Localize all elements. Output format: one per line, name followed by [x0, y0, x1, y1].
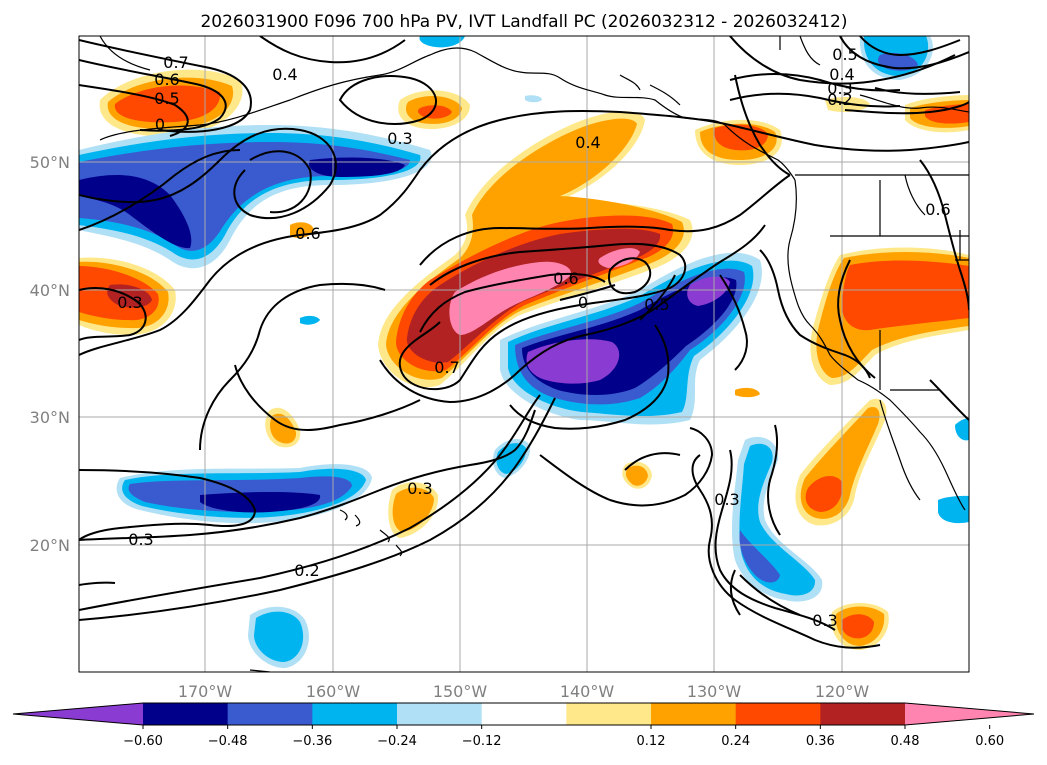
contour-label: 0.3 [407, 479, 432, 498]
warm-anomaly-se-hi [805, 476, 843, 512]
lat-tick-label: 20°N [30, 536, 70, 555]
map-frame [78, 35, 970, 673]
cold-anomaly-c2 [300, 315, 320, 325]
colorbar-tick-label: 0.60 [975, 734, 1004, 749]
cold-anomaly-central-max2 [687, 276, 730, 306]
contour-label: 0.7 [163, 53, 188, 72]
colorbar-segment [397, 703, 483, 725]
contour-label: 0.3 [812, 611, 837, 630]
colorbar-segment [481, 703, 567, 725]
contour-label: 0.3 [128, 530, 153, 549]
colorbar-extend-min [13, 703, 143, 725]
lon-tick-label: 150°W [433, 682, 488, 701]
contour-label: 0.7 [434, 358, 459, 377]
contour-label: 0.3 [827, 79, 852, 98]
colorbar-segment [566, 703, 652, 725]
colorbar-extend-max [905, 703, 1034, 725]
colorbar-tick-label: 0.36 [806, 734, 835, 749]
contour-labels: 0.7 0.6 0.5 0 0.4 0.3 0.6 0.4 0.6 0.7 0.… [117, 45, 950, 630]
contour-label: 0.4 [575, 133, 600, 152]
figure-title: 2026031900 F096 700 hPa PV, IVT Landfall… [200, 12, 847, 32]
cold-anomaly-nw-coast [419, 36, 465, 48]
colorbar-tick-label: −0.48 [208, 734, 248, 749]
contour-label: 0.3 [117, 293, 142, 312]
contour-label: 0.2 [827, 90, 852, 109]
contour-label: 0.6 [553, 269, 578, 288]
contour-label: 0.5 [644, 295, 669, 314]
contour-label: 0.4 [829, 65, 854, 84]
colorbar-tick-label: −0.60 [123, 734, 163, 749]
lat-axis: 50°N 40°N 30°N 20°N [30, 153, 70, 555]
colorbar-tick-label: −0.36 [292, 734, 332, 749]
warm-anomaly-ne2-hi [925, 104, 969, 124]
contour-label: 0 [155, 115, 165, 134]
warm-anomaly-small-n-inner [417, 105, 452, 119]
cold-anomaly-central-max [526, 339, 620, 384]
colorbar-segment [312, 703, 398, 725]
lon-tick-label: 130°W [687, 682, 742, 701]
colorbar-tick-label: −0.24 [377, 734, 417, 749]
warm-band-central-max2 [598, 248, 640, 268]
colorbar-segment [651, 703, 737, 725]
cold-band-nw-core [79, 175, 192, 249]
warm-anomaly-s5 [735, 387, 760, 398]
contour-label: 0.6 [295, 224, 320, 243]
colorbar-segment [143, 703, 229, 725]
colorbar-segment [820, 703, 906, 725]
lat-tick-label: 40°N [30, 281, 70, 300]
coastlines [99, 36, 969, 672]
lon-tick-label: 140°W [560, 682, 615, 701]
pv-contours [79, 36, 969, 649]
lon-tick-label: 120°W [815, 682, 870, 701]
map-layers: 0.7 0.6 0.5 0 0.4 0.3 0.6 0.4 0.6 0.7 0.… [79, 36, 969, 672]
warm-anomaly-s2-mid [392, 487, 434, 532]
cold-anomaly-e2 [955, 418, 969, 441]
contour-label: 0.4 [272, 65, 297, 84]
lon-axis: 170°W 160°W 150°W 140°W 130°W 120°W [178, 682, 870, 701]
colorbar-tick-label: 0.24 [721, 734, 750, 749]
contour-label: 0.5 [832, 45, 857, 64]
contour-label: 0.5 [154, 89, 179, 108]
cold-tongue-se-hi [739, 530, 780, 583]
contour-label: 0.3 [714, 490, 739, 509]
cold-anomaly-sw-small-mid [254, 611, 304, 662]
colorbar-tick-label: 0.12 [637, 734, 666, 749]
colorbar-tick-label: −0.12 [462, 734, 502, 749]
contour-label: 0.2 [294, 561, 319, 580]
contour-label: 0.3 [387, 129, 412, 148]
contour-label: 0.6 [925, 200, 950, 219]
warm-anomaly-far-se-hi [841, 614, 874, 639]
colorbar-segment [735, 703, 821, 725]
lat-tick-label: 50°N [30, 153, 70, 172]
contour-label: 0.6 [154, 70, 179, 89]
colorbar-segment [227, 703, 313, 725]
colorbar: −0.60 −0.48 −0.36 −0.24 −0.12 0.12 0.24 0.36 0.4… [12, 702, 1035, 749]
colorbar-tick-label: 0.48 [891, 734, 920, 749]
lon-tick-label: 160°W [306, 682, 361, 701]
warm-anomaly-s4-mid [625, 465, 648, 486]
lon-tick-label: 170°W [178, 682, 233, 701]
warm-band-central-max [449, 261, 571, 335]
cold-band-sw-core [200, 491, 321, 513]
contour-label: 0 [578, 293, 588, 312]
lat-tick-label: 30°N [30, 408, 70, 427]
cold-anomaly-c3 [525, 95, 542, 103]
warm-anomaly-e-hi [841, 260, 969, 331]
